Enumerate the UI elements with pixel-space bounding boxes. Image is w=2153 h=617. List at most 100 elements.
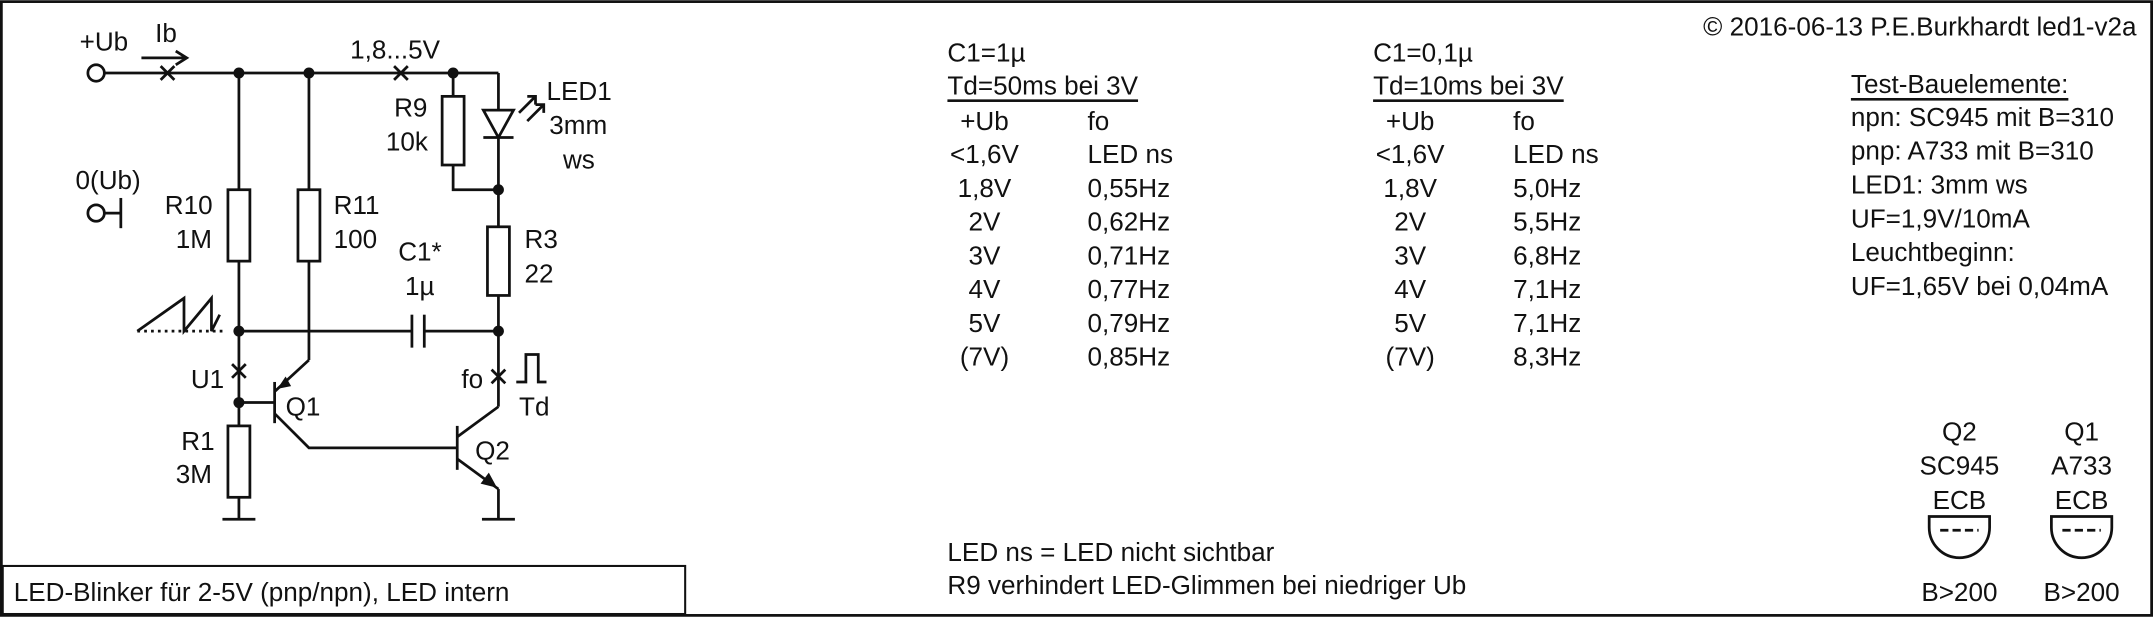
circuit-label: R10 — [165, 190, 213, 220]
circuit-label: 1,8...5V — [350, 35, 440, 65]
wire-symbol — [231, 363, 247, 379]
table-delay: Td=50ms bei 3V — [947, 70, 1138, 100]
component-line: UF=1,65V bei 0,04mA — [1851, 271, 2109, 301]
circuit-label: U1 — [191, 364, 224, 394]
circuit-label: 0(Ub) — [76, 165, 141, 195]
circuit-label: R11 — [334, 190, 380, 220]
wire-symbol — [296, 188, 322, 263]
table-cell: 2V — [969, 207, 1002, 237]
table-cell: 0,55Hz — [1087, 173, 1170, 203]
circuit-label: LED1 — [546, 76, 611, 106]
circuit-label: Q1 — [286, 392, 321, 422]
circuit-label: Ib — [155, 18, 177, 48]
table-cell: (7V) — [1386, 342, 1435, 372]
circuit-label: +Ub — [80, 26, 129, 56]
transistor-pins: ECB — [1933, 485, 1987, 515]
table-cell: <1,6V — [1376, 139, 1445, 169]
wire-symbol — [86, 63, 106, 83]
table-cell: 2V — [1394, 207, 1427, 237]
wire-symbol — [136, 294, 221, 335]
table-header: fo — [1087, 106, 1109, 136]
table-cell: 5,5Hz — [1513, 207, 1581, 237]
wire-symbol — [277, 376, 292, 389]
circuit-label: Q2 — [475, 436, 510, 466]
table-header: fo — [1513, 106, 1535, 136]
wire-symbol — [393, 65, 409, 81]
table-capacitor: C1=1µ — [947, 37, 1025, 67]
transistor-name: Q1 — [2064, 416, 2099, 446]
table-cell: 5V — [969, 308, 1002, 338]
wire-symbol — [492, 184, 504, 196]
circuit-label: 10k — [386, 127, 429, 157]
table-cell: 4V — [1394, 274, 1427, 304]
circuit-label: 3M — [176, 459, 212, 489]
transistor-gain: B>200 — [2044, 577, 2120, 607]
title-box — [1, 564, 687, 616]
transistor-pins: ECB — [2055, 485, 2109, 515]
wire-symbol — [175, 49, 190, 66]
table-cell: LED ns — [1513, 139, 1599, 169]
circuit-labels: +Ub Ib 1,8...5V LED1 3mm ws R9 10k 0(Ub)… — [76, 18, 612, 489]
table-cell: 0,62Hz — [1087, 207, 1170, 237]
transistor-type: SC945 — [1920, 451, 2000, 481]
circuit-label: Td — [519, 392, 549, 422]
table-cell: (7V) — [960, 342, 1009, 372]
wire-symbol — [159, 65, 176, 81]
circuit-label: fo — [461, 364, 483, 394]
component-line: UF=1,9V/10mA — [1851, 203, 2031, 233]
circuit-label: C1* — [398, 237, 442, 267]
components-heading: Test-Bauelemente: — [1851, 69, 2068, 99]
wire-symbol — [480, 472, 498, 488]
table-cell: 3V — [969, 240, 1002, 270]
table-cell: 3V — [1394, 240, 1427, 270]
component-line: pnp: A733 mit B=310 — [1851, 136, 2094, 166]
table-delay: Td=10ms bei 3V — [1373, 70, 1564, 100]
table-cell: 5,0Hz — [1513, 173, 1581, 203]
wire-symbol — [451, 165, 499, 192]
wire-symbol — [86, 203, 106, 223]
wire-symbol — [486, 225, 511, 297]
circuit-label: 22 — [525, 258, 554, 288]
transistor-name: Q2 — [1942, 416, 1977, 446]
component-line: npn: SC945 mit B=310 — [1851, 102, 2114, 132]
table-cell: 6,8Hz — [1513, 240, 1581, 270]
component-line: Leuchtbeginn: — [1851, 237, 2015, 267]
title: LED-Blinker für 2-5V (pnp/npn), LED inte… — [14, 577, 510, 607]
table-cell: 0,77Hz — [1087, 274, 1170, 304]
table-cell: 0,71Hz — [1087, 240, 1170, 270]
table-cell: 1,8V — [1383, 173, 1437, 203]
table-cell: LED ns — [1087, 139, 1173, 169]
table-capacitor: C1=0,1µ — [1373, 37, 1473, 67]
circuit-label: R3 — [525, 224, 558, 254]
component-line: LED1: 3mm ws — [1851, 170, 2028, 200]
circuit-label: 1M — [176, 224, 212, 254]
wire-symbol — [226, 188, 252, 263]
wire-symbol — [456, 405, 500, 438]
wire-symbol — [518, 95, 545, 123]
circuit-label: R9 — [394, 92, 427, 122]
table-cell: 0,85Hz — [1087, 342, 1170, 372]
circuit-label: R1 — [181, 426, 214, 456]
wire-symbol — [516, 353, 547, 384]
transistor-type: A733 — [2051, 451, 2112, 481]
table-cell: 5V — [1394, 308, 1427, 338]
circuit-label: 1µ — [405, 271, 435, 301]
table-header: +Ub — [960, 106, 1009, 136]
wire-symbol — [490, 368, 507, 385]
table-cell: 8,3Hz — [1513, 342, 1581, 372]
transistor-outline — [2050, 515, 2114, 560]
table-cell: 7,1Hz — [1513, 308, 1581, 338]
note: R9 verhindert LED-Glimmen bei niedriger … — [947, 570, 1466, 600]
table-cell: <1,6V — [950, 139, 1019, 169]
transistor-outline — [1927, 515, 1991, 560]
note: LED ns = LED nicht sichtbar — [947, 537, 1274, 567]
circuit-label: ws — [562, 145, 595, 175]
table-cell: 1,8V — [958, 173, 1012, 203]
table-header: +Ub — [1386, 106, 1435, 136]
copyright: © 2016-06-13 P.E.Burkhardt led1-v2a — [1703, 11, 2137, 41]
transistor-gain: B>200 — [1921, 577, 1997, 607]
